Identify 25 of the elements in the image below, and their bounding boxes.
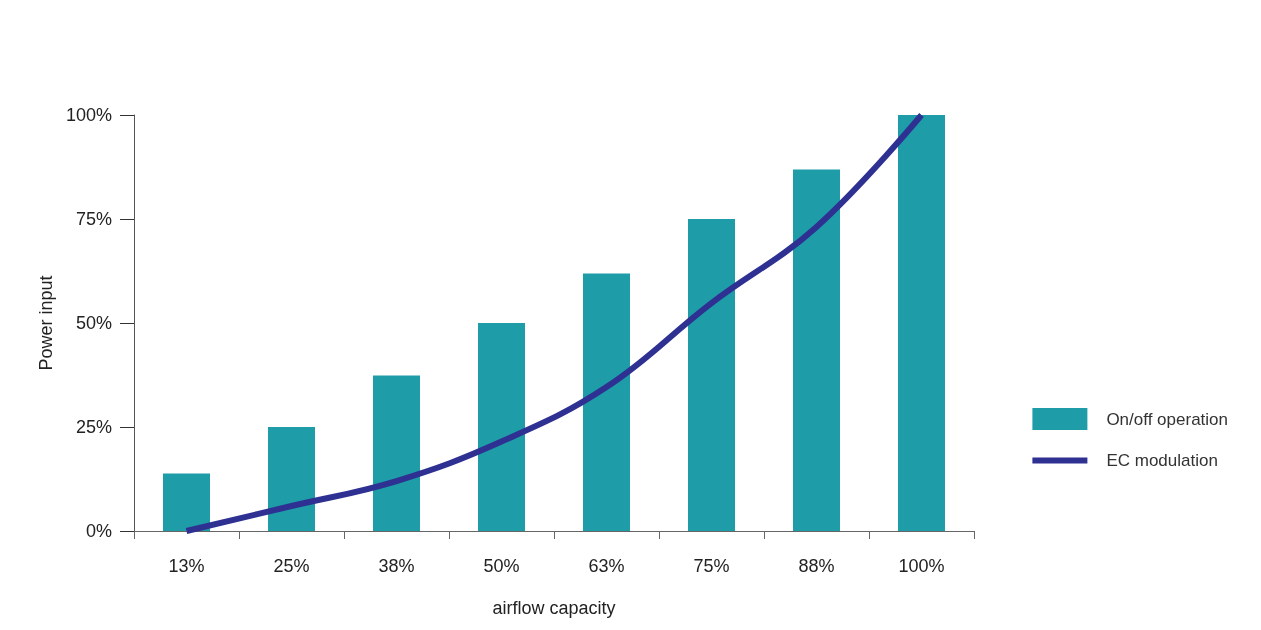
x-tick-label: 88% (798, 556, 835, 576)
bar (898, 115, 945, 531)
x-axis-title: airflow capacity (492, 598, 616, 618)
x-tick-label: 13% (168, 556, 205, 576)
bar (583, 273, 630, 531)
legend-label: On/off operation (1106, 409, 1228, 429)
x-tick-label: 75% (693, 556, 730, 576)
y-tick-label: 0% (85, 521, 112, 541)
bar (688, 219, 735, 531)
y-tick-label: 75% (75, 209, 112, 229)
bar (163, 473, 210, 531)
x-tick-label: 38% (378, 556, 415, 576)
bar (373, 375, 420, 531)
y-tick-label: 50% (75, 313, 112, 333)
x-tick-label: 63% (588, 556, 625, 576)
x-tick-label: 50% (483, 556, 520, 576)
y-tick-label: 100% (65, 105, 112, 125)
bar (478, 323, 525, 531)
y-tick-label: 25% (75, 417, 112, 437)
y-axis-title: Power input (36, 275, 57, 371)
legend-label: EC modulation (1106, 451, 1218, 470)
x-tick-label: 100% (898, 556, 945, 576)
bar (268, 427, 315, 531)
x-tick-label: 25% (273, 556, 310, 576)
bar (793, 169, 840, 531)
